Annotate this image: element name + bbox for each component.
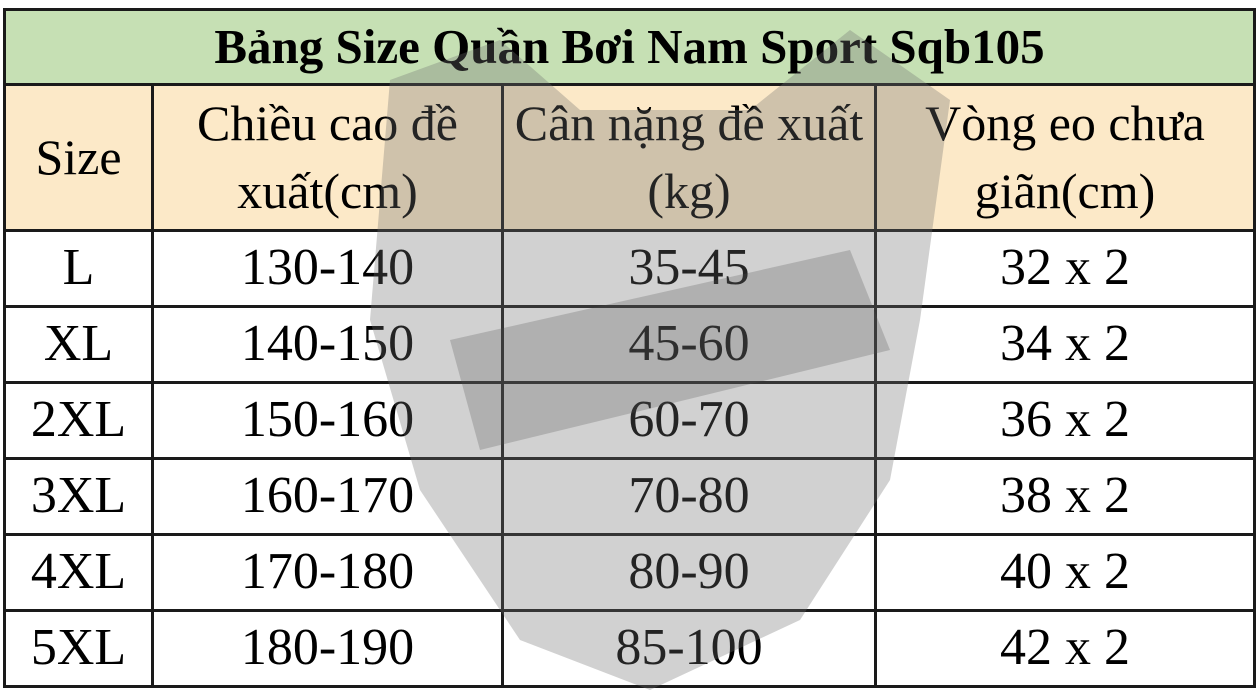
cell-waist: 42 x 2 [874,609,1256,688]
table-title: Bảng Size Quần Bơi Nam Sport Sqb105 [3,8,1256,86]
table-row: 3XL 160-170 70-80 38 x 2 [3,457,1256,536]
table-row: 5XL 180-190 85-100 42 x 2 [3,609,1256,688]
cell-weight: 45-60 [501,305,877,384]
cell-size: 2XL [3,381,154,460]
header-waist: Vòng eo chưa giãn(cm) [874,83,1256,232]
cell-size: 4XL [3,533,154,612]
cell-size: XL [3,305,154,384]
header-size: Size [3,83,154,232]
cell-height: 130-140 [151,229,504,308]
cell-height: 170-180 [151,533,504,612]
cell-size: 5XL [3,609,154,688]
cell-weight: 35-45 [501,229,877,308]
header-row: Size Chiều cao đề xuất(cm) Cân nặng đề x… [3,83,1256,232]
cell-weight: 60-70 [501,381,877,460]
cell-size: 3XL [3,457,154,536]
table-row: L 130-140 35-45 32 x 2 [3,229,1256,308]
header-height: Chiều cao đề xuất(cm) [151,83,504,232]
cell-height: 150-160 [151,381,504,460]
cell-waist: 36 x 2 [874,381,1256,460]
cell-height: 180-190 [151,609,504,688]
cell-weight: 80-90 [501,533,877,612]
table-row: 2XL 150-160 60-70 36 x 2 [3,381,1256,460]
cell-weight: 70-80 [501,457,877,536]
cell-size: L [3,229,154,308]
cell-waist: 40 x 2 [874,533,1256,612]
cell-waist: 38 x 2 [874,457,1256,536]
cell-height: 140-150 [151,305,504,384]
table-row: 4XL 170-180 80-90 40 x 2 [3,533,1256,612]
size-table: Bảng Size Quần Bơi Nam Sport Sqb105 Size… [3,8,1256,688]
cell-waist: 32 x 2 [874,229,1256,308]
table-row: XL 140-150 45-60 34 x 2 [3,305,1256,384]
cell-waist: 34 x 2 [874,305,1256,384]
header-weight: Cân nặng đề xuất (kg) [501,83,877,232]
cell-height: 160-170 [151,457,504,536]
cell-weight: 85-100 [501,609,877,688]
